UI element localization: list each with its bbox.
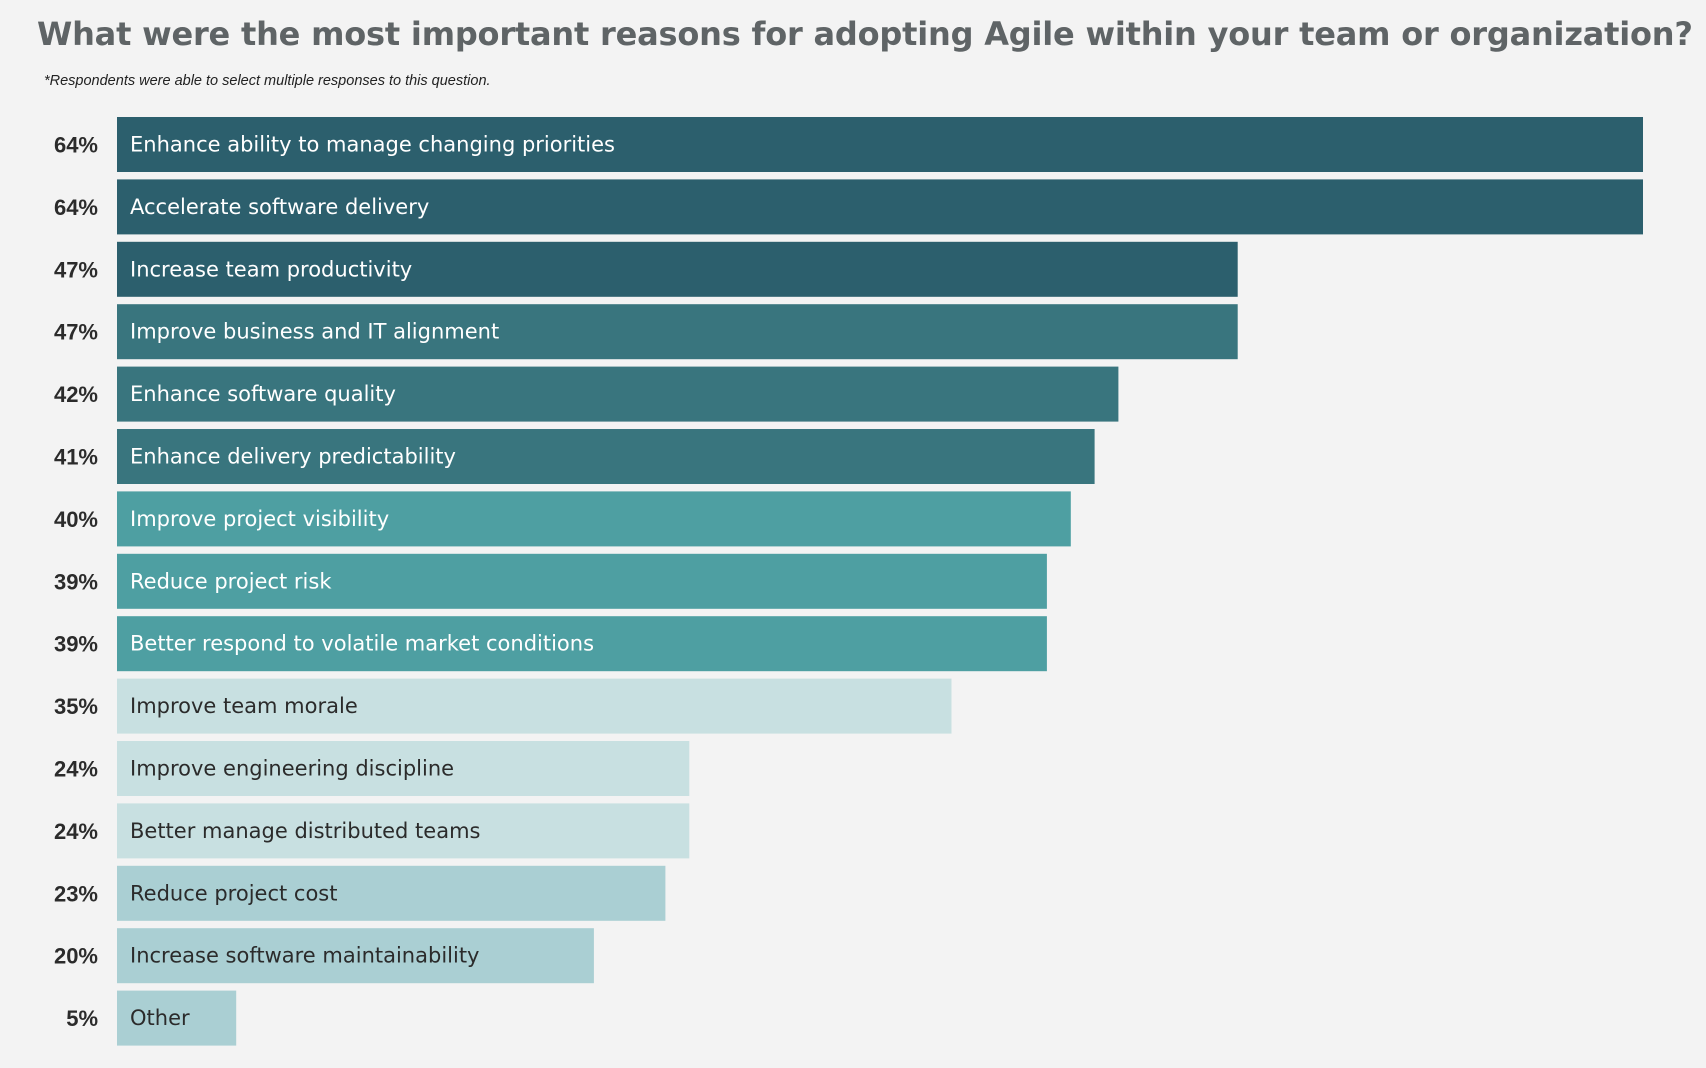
value-label: 47%: [54, 320, 98, 345]
bar: [117, 865, 666, 921]
bar: [117, 741, 690, 796]
bars: [117, 117, 1643, 1046]
value-label: 41%: [54, 445, 98, 470]
value-label: 23%: [54, 881, 98, 906]
category-label: Accelerate software delivery: [130, 195, 429, 219]
category-label: Enhance ability to manage changing prior…: [130, 133, 615, 157]
bar: [117, 241, 1238, 297]
category-label: Improve engineering discipline: [130, 757, 454, 781]
category-label: Improve team morale: [130, 694, 358, 718]
value-labels: 64% 64% 47% 47% 42% 41% 40% 39% 39% 35% 24% 24% 23% 2…: [54, 133, 98, 1032]
value-label: 35%: [54, 694, 98, 719]
bar: [117, 429, 1095, 484]
bar: [117, 990, 237, 1046]
bar: [117, 678, 952, 734]
chart-title: What were the most important reasons for…: [37, 15, 1693, 53]
value-label: 42%: [54, 382, 98, 407]
value-label: 39%: [54, 569, 98, 594]
category-label: Better manage distributed teams: [130, 819, 480, 843]
category-label: Improve project visibility: [130, 507, 389, 531]
category-label: Other: [130, 1006, 190, 1030]
bar: [117, 803, 690, 859]
category-label: Reduce project cost: [130, 881, 337, 905]
value-label: 47%: [54, 257, 98, 282]
value-label: 64%: [54, 195, 98, 220]
category-label: Reduce project risk: [130, 569, 332, 593]
chart-note: *Respondents were able to select multipl…: [44, 73, 491, 89]
bar: [117, 304, 1238, 360]
category-label: Increase software maintainability: [130, 944, 479, 968]
bar-labels: Enhance ability to manage changing prior…: [130, 133, 615, 1031]
bar: [117, 928, 594, 984]
bar: [117, 366, 1119, 422]
bar: [117, 553, 1047, 609]
value-label: 24%: [54, 757, 98, 782]
bar: [117, 117, 1643, 172]
bar: [117, 616, 1047, 672]
value-label: 40%: [54, 507, 98, 532]
bar: [117, 491, 1071, 547]
category-label: Better respond to volatile market condit…: [130, 632, 594, 656]
category-label: Increase team productivity: [130, 257, 412, 281]
category-label: Enhance software quality: [130, 382, 396, 406]
value-label: 20%: [54, 944, 98, 969]
bar: [117, 179, 1643, 235]
value-label: 39%: [54, 632, 98, 657]
category-label: Improve business and IT alignment: [130, 320, 499, 344]
value-label: 5%: [66, 1006, 98, 1031]
value-label: 24%: [54, 819, 98, 844]
value-label: 64%: [54, 133, 98, 158]
category-label: Enhance delivery predictability: [130, 445, 456, 469]
